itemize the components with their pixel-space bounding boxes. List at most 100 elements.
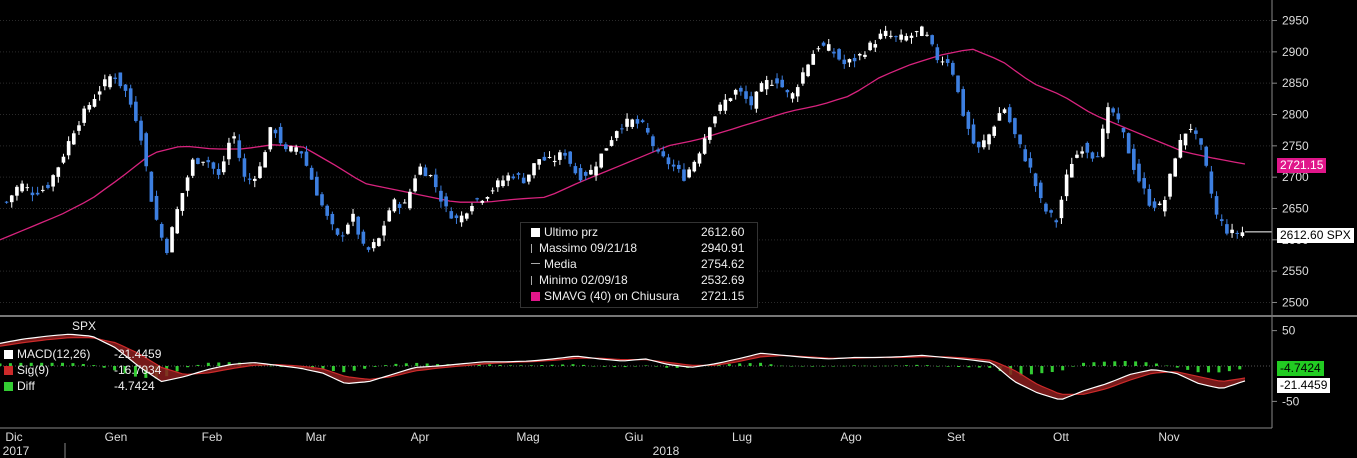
candle-body — [118, 72, 123, 87]
diff-bar — [321, 366, 325, 370]
candle-body — [852, 57, 857, 62]
candle-body — [997, 113, 1002, 121]
candle-body — [645, 127, 650, 133]
legend-high: Massimo 09/21/18 2940.91 — [531, 241, 744, 255]
candle-body — [1049, 210, 1053, 213]
diff-bar — [592, 366, 596, 367]
candle-body — [185, 177, 190, 191]
candle-body — [196, 158, 200, 164]
candle-body — [284, 144, 288, 150]
diff-bar — [92, 365, 96, 366]
legend-low-label: Minimo 02/09/18 — [539, 273, 628, 287]
candle-body — [1194, 130, 1198, 134]
candle-body — [35, 192, 40, 195]
candle-body — [61, 156, 66, 163]
candle-body — [1147, 189, 1152, 206]
candle-body — [159, 224, 164, 238]
candle-body — [883, 30, 888, 37]
diff-bar — [81, 363, 85, 366]
diff-bar — [790, 366, 794, 367]
diff-bar — [769, 364, 773, 366]
diff-bar — [675, 366, 679, 368]
candle-body — [46, 184, 50, 188]
candle-body — [340, 235, 345, 237]
candle-body — [821, 42, 826, 46]
candle-body — [671, 164, 676, 167]
diff-bar — [477, 364, 481, 366]
candle-body — [547, 156, 552, 158]
candle-body — [247, 178, 252, 180]
candle-body — [795, 87, 800, 97]
candle-body — [728, 98, 733, 102]
candle-body — [1230, 229, 1234, 234]
candle-body — [77, 125, 81, 131]
candle-body — [1007, 107, 1012, 123]
candle-body — [382, 225, 386, 236]
candle-body — [687, 169, 691, 178]
candle-body — [940, 61, 945, 63]
candle-body — [920, 26, 924, 36]
diff-bar — [425, 363, 429, 366]
candle-body — [175, 209, 180, 234]
diff-bar — [759, 362, 763, 366]
candle-body — [242, 158, 247, 177]
candle-body — [1069, 164, 1074, 178]
candle-body — [165, 238, 169, 254]
diff-bar — [821, 366, 825, 367]
candle-body — [563, 152, 567, 156]
diff-bar — [1029, 366, 1033, 375]
diff-bar — [550, 364, 554, 366]
candle-body — [423, 167, 428, 177]
diff-bar — [363, 366, 367, 369]
candle-body — [361, 231, 366, 244]
sma-line-layer — [0, 48, 1246, 241]
diff-bar — [50, 362, 54, 366]
legend-high-value: 2940.91 — [701, 241, 745, 255]
diff-bar — [1061, 366, 1065, 371]
diff-bar — [1186, 366, 1190, 370]
candle-body — [739, 87, 743, 92]
candle-body — [516, 173, 521, 175]
diff-bar — [102, 366, 106, 368]
diff-bar — [644, 365, 648, 366]
candle-body — [366, 247, 371, 250]
candle-body — [66, 141, 71, 156]
candle-body — [625, 118, 629, 127]
candle-body — [1080, 151, 1084, 154]
candle-body — [335, 228, 340, 235]
candle-body — [82, 108, 86, 123]
candle-body — [1152, 201, 1157, 208]
sig-label: Sig(9) — [17, 363, 50, 377]
price-tick-label: 2950 — [1282, 14, 1309, 28]
candle-body — [702, 138, 707, 154]
diff-bar — [8, 363, 12, 366]
candle-body — [232, 136, 236, 139]
candle-body — [656, 149, 660, 152]
candle-body — [180, 193, 185, 211]
macd-badge: -21.4459 — [1277, 378, 1331, 393]
candle-body — [614, 131, 619, 138]
price-tick-label: 2800 — [1282, 108, 1309, 122]
candle-body — [289, 146, 293, 152]
candle-body — [987, 134, 991, 145]
candle-body — [697, 153, 702, 164]
month-label: Giu — [625, 430, 644, 444]
mean-marker-icon — [531, 263, 540, 265]
diff-bar — [946, 366, 950, 367]
candle-body — [1183, 133, 1188, 146]
diff-bar — [529, 365, 533, 366]
diff-bar — [727, 363, 731, 366]
candle-body — [1178, 139, 1183, 158]
diff-bar — [1082, 362, 1086, 366]
candle-body — [501, 180, 505, 187]
diff-bar — [1154, 363, 1158, 366]
diff-bar — [0, 363, 2, 366]
diff-bar — [1134, 361, 1138, 366]
candle-body — [666, 157, 671, 165]
sma-swatch-icon — [531, 292, 540, 301]
diff-bar — [613, 366, 617, 368]
candle-body — [1204, 146, 1209, 166]
diff-bar — [936, 366, 940, 367]
diff-bar — [842, 365, 846, 367]
